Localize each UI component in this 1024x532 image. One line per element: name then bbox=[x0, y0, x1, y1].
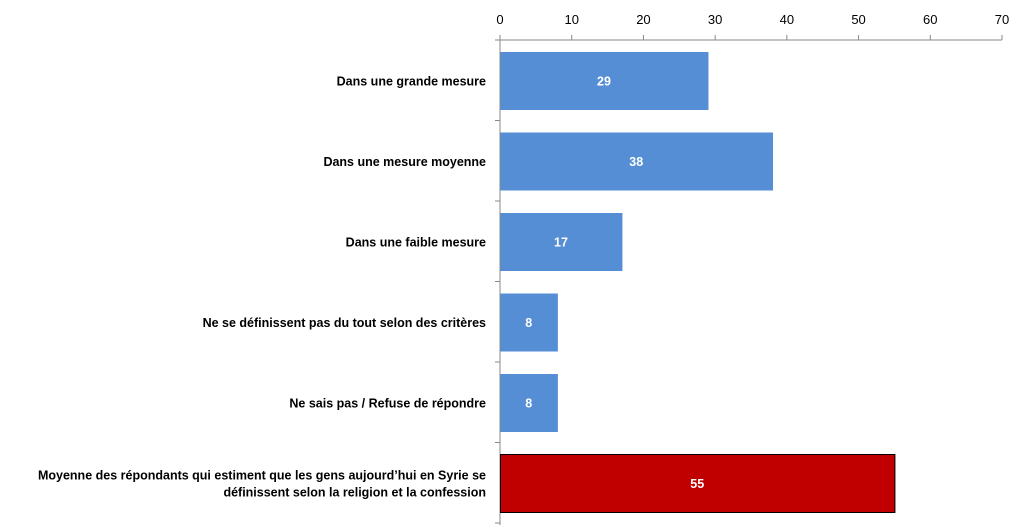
bar bbox=[500, 213, 623, 271]
category-label-line: Moyenne des répondants qui estiment que … bbox=[38, 469, 486, 483]
bars bbox=[500, 52, 896, 513]
x-tick-label: 0 bbox=[496, 12, 503, 27]
bar bbox=[500, 374, 558, 432]
data-label: 8 bbox=[525, 316, 532, 330]
data-label: 17 bbox=[554, 236, 568, 250]
x-tick-label: 30 bbox=[708, 12, 722, 27]
category-label-line: Ne sais pas / Refuse de répondre bbox=[289, 397, 486, 411]
data-label: 29 bbox=[597, 75, 611, 89]
x-tick-label: 70 bbox=[995, 12, 1009, 27]
category-labels: Dans une grande mesure Dans une mesure mo… bbox=[38, 75, 486, 500]
y-axis bbox=[495, 39, 501, 525]
category-label-line: Dans une faible mesure bbox=[346, 236, 486, 250]
data-label: 55 bbox=[690, 477, 704, 491]
x-axis: 0 10 20 30 40 50 60 70 bbox=[496, 12, 1009, 41]
category-label-line: définissent selon la religion et la conf… bbox=[223, 486, 486, 500]
category-label: Ne sais pas / Refuse de répondre bbox=[289, 397, 486, 411]
category-label-line: Dans une mesure moyenne bbox=[323, 155, 486, 169]
x-tick-label: 10 bbox=[564, 12, 578, 27]
category-label-line: Ne se définissent pas du tout selon des … bbox=[203, 316, 486, 330]
category-label-line: Dans une grande mesure bbox=[337, 75, 486, 89]
category-label: Dans une faible mesure bbox=[346, 236, 486, 250]
x-tick-label: 40 bbox=[780, 12, 794, 27]
x-tick-label: 60 bbox=[923, 12, 937, 27]
category-label: Dans une grande mesure bbox=[337, 75, 486, 89]
data-label: 38 bbox=[629, 155, 643, 169]
category-label: Ne se définissent pas du tout selon des … bbox=[203, 316, 486, 330]
bar bbox=[500, 52, 709, 110]
x-tick-label: 20 bbox=[636, 12, 650, 27]
data-labels: 29 38 17 8 8 55 bbox=[525, 75, 704, 492]
data-label: 8 bbox=[525, 397, 532, 411]
x-tick-label: 50 bbox=[851, 12, 865, 27]
bar-highlight bbox=[500, 454, 896, 513]
bar bbox=[500, 293, 558, 352]
bar bbox=[500, 132, 774, 191]
category-label: Dans une mesure moyenne bbox=[323, 155, 486, 169]
category-label: Moyenne des répondants qui estiment que … bbox=[38, 469, 486, 500]
